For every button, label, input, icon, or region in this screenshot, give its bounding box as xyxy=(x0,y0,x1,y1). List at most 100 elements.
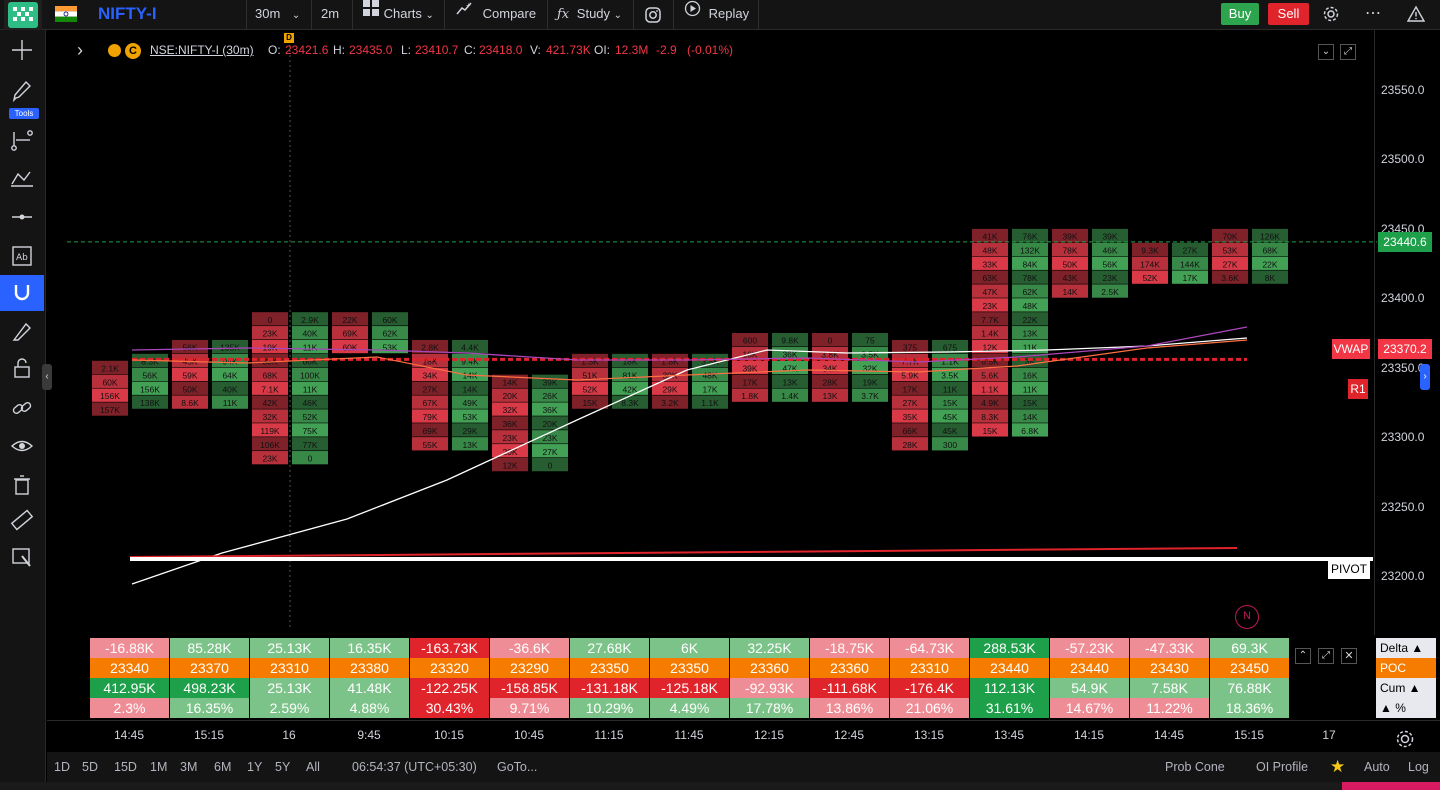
news-marker[interactable]: N xyxy=(1235,605,1259,629)
footprint-bar[interactable]: 14K 20K 32K 36K 23K 20K 12K xyxy=(492,374,528,472)
footprint-bar[interactable]: 126K 68K 22K 8K xyxy=(1252,228,1288,284)
horizontal-line-icon[interactable] xyxy=(10,205,34,229)
footprint-cell-value: 14K xyxy=(1062,287,1077,297)
footprint-bar[interactable]: 39K 78K 50K 43K 14K xyxy=(1052,228,1088,298)
footprint-bar[interactable]: 70K 53K 27K 3.6K xyxy=(1212,228,1248,284)
clock-timezone[interactable]: 06:54:37 (UTC+05:30) xyxy=(352,760,477,774)
study-menu[interactable]: ƒx Study ⌄ xyxy=(557,0,622,30)
footprint-bar[interactable]: 76K 132K 84K 78K 62K 48K 22K 13K 11K 3K 16K 11K 15K 1… xyxy=(1012,228,1048,437)
prob-cone-button[interactable]: Prob Cone xyxy=(1165,760,1225,774)
chevron-up-icon[interactable]: ⌃ xyxy=(1295,648,1311,664)
compare-button[interactable]: + Compare xyxy=(455,0,536,30)
more-options-icon[interactable]: ⋯ xyxy=(1365,5,1381,22)
footprint-cell-value: 26K xyxy=(542,391,557,401)
footprint-bar[interactable]: 41K 48K 33K 63K 47K 23K 7.7K 1.4K 12K 6.5K 5.6K 1.1… xyxy=(972,228,1008,437)
range-button[interactable]: 6M xyxy=(214,760,232,774)
footprint-bar[interactable]: 0 3.8K 34K 28K 13K xyxy=(812,333,848,402)
footprint-bar[interactable]: 60K 62K 53K xyxy=(372,312,408,354)
stats-row-label[interactable]: POC xyxy=(1376,658,1436,678)
link-icon[interactable] xyxy=(10,396,34,420)
footprint-bar[interactable]: 135K 94K 64K 40K 11K xyxy=(212,339,248,409)
stats-row-label[interactable]: Cum ▲ xyxy=(1376,678,1436,698)
collapse-right-icon[interactable]: › xyxy=(1420,364,1430,390)
oi-profile-button[interactable]: OI Profile xyxy=(1256,760,1309,774)
footprint-bar[interactable]: 2.8K 18K 34K 27K 67K 79K 69K 55K xyxy=(412,339,448,451)
footprint-bar[interactable]: 9.8K 36K 47K 13K 1.4K xyxy=(772,333,808,402)
pencil-icon[interactable] xyxy=(10,78,34,103)
price-chart[interactable]: 2.1K 60K 156K 157K 8.3K 56K 156K 138K 56K 45K 59K 5… xyxy=(47,30,1440,635)
range-button[interactable]: 5Y xyxy=(275,760,291,774)
footprint-cell-value: 53K xyxy=(1222,245,1237,255)
legend-symbol[interactable]: NSE:NIFTY-I (30m) xyxy=(150,43,254,57)
footprint-bar[interactable]: 9.3K 174K 52K xyxy=(1132,242,1168,284)
interval-selector[interactable]: 30m ⌄ xyxy=(255,0,300,30)
footprint-bar[interactable]: 3.8K 48K 17K 1.1K xyxy=(692,353,728,409)
stats-row-label[interactable]: ▲ % xyxy=(1376,698,1436,718)
footprint-bar[interactable]: 18K 81K 42K 8.3K xyxy=(612,353,648,409)
footprint-bar[interactable]: 8.3K 56K 156K 138K xyxy=(132,353,168,409)
footprint-bar[interactable]: 27K 144K 17K xyxy=(1172,242,1208,284)
footprint-bar[interactable]: 39K 26K 36K 20K 23K 27K 0 xyxy=(532,374,568,472)
range-button[interactable]: 5D xyxy=(82,760,98,774)
lock-icon[interactable] xyxy=(10,356,34,380)
collapse-left-icon[interactable]: ‹ xyxy=(42,364,52,390)
footprint-bar[interactable]: 1.5K 51K 52K 15K xyxy=(572,353,608,409)
goto-button[interactable]: GoTo... xyxy=(497,760,538,774)
footprint-bar[interactable]: 2.9K 40K 11K 66K 100K 11K 46K 52K 75K 77K 0 xyxy=(292,312,328,465)
brush-icon[interactable] xyxy=(10,320,34,344)
charts-menu[interactable]: Charts ⌄ xyxy=(362,0,434,30)
range-button[interactable]: 1Y xyxy=(247,760,263,774)
symbol-search[interactable]: NIFTY-I xyxy=(98,4,157,23)
trash-icon[interactable] xyxy=(10,473,34,497)
star-icon[interactable]: ★ xyxy=(1330,757,1346,776)
close-icon[interactable]: ✕ xyxy=(1341,648,1357,664)
time-tick-label: 11:45 xyxy=(674,728,704,742)
zoom-icon[interactable] xyxy=(10,546,34,570)
dividend-marker[interactable]: D xyxy=(284,33,294,43)
footprint-bar[interactable]: 675 1.1K 3.5K 11K 15K 45K 45K 300 xyxy=(932,339,968,451)
magnet-icon[interactable] xyxy=(10,281,34,305)
footprint-cell-value: 34K xyxy=(422,370,437,380)
footprint-bar[interactable]: 22K 69K 60K xyxy=(332,312,368,354)
range-button[interactable]: 3M xyxy=(180,760,198,774)
footprint-cell xyxy=(252,437,288,451)
replay-button[interactable]: Replay xyxy=(684,0,749,30)
auto-scale-button[interactable]: Auto xyxy=(1364,760,1390,774)
alert-triangle-icon[interactable] xyxy=(1406,5,1426,25)
footprint-cell xyxy=(932,423,968,437)
range-button[interactable]: 1M xyxy=(150,760,168,774)
buy-button[interactable]: Buy xyxy=(1221,3,1259,25)
stats-row-label[interactable]: Delta ▲ xyxy=(1376,638,1436,658)
footprint-bar[interactable]: 75 3.5K 32K 19K 3.7K xyxy=(852,333,888,402)
text-box-icon[interactable]: Ab xyxy=(10,244,34,268)
sell-button[interactable]: Sell xyxy=(1268,3,1309,25)
log-scale-button[interactable]: Log xyxy=(1408,760,1429,774)
footprint-bar[interactable]: 39K 46K 56K 23K 2.5K xyxy=(1092,228,1128,298)
footprint-cell-value: 52K xyxy=(582,384,597,394)
chevron-right-icon[interactable]: › xyxy=(77,40,83,60)
range-button[interactable]: 15D xyxy=(114,760,137,774)
eye-icon[interactable] xyxy=(10,434,34,458)
fib-tool-icon[interactable] xyxy=(10,128,34,152)
footprint-bar[interactable]: 2.1K 60K 156K 157K xyxy=(92,360,128,416)
pattern-icon[interactable] xyxy=(10,166,34,190)
app-logo[interactable] xyxy=(4,0,42,30)
instagram-icon[interactable] xyxy=(644,6,662,24)
settings-gear-icon[interactable] xyxy=(1322,5,1340,25)
maximize-icon[interactable]: ⤢ xyxy=(1318,648,1334,664)
range-button[interactable]: 1D xyxy=(54,760,70,774)
sub-interval-button[interactable]: 2m xyxy=(321,6,340,21)
crosshair-icon[interactable] xyxy=(10,38,34,62)
chart-settings-gear-icon[interactable] xyxy=(1394,728,1416,750)
time-axis[interactable]: 14:45 15:15 16 9:45 10:15 10:45 11:15 11:45 12:1… xyxy=(47,720,1440,748)
collapse-chevron-icon[interactable]: ⌄ xyxy=(1318,44,1334,60)
range-button[interactable]: All xyxy=(306,760,320,774)
fullscreen-icon[interactable]: ⤢ xyxy=(1340,44,1356,60)
ruler-icon[interactable] xyxy=(10,508,34,532)
